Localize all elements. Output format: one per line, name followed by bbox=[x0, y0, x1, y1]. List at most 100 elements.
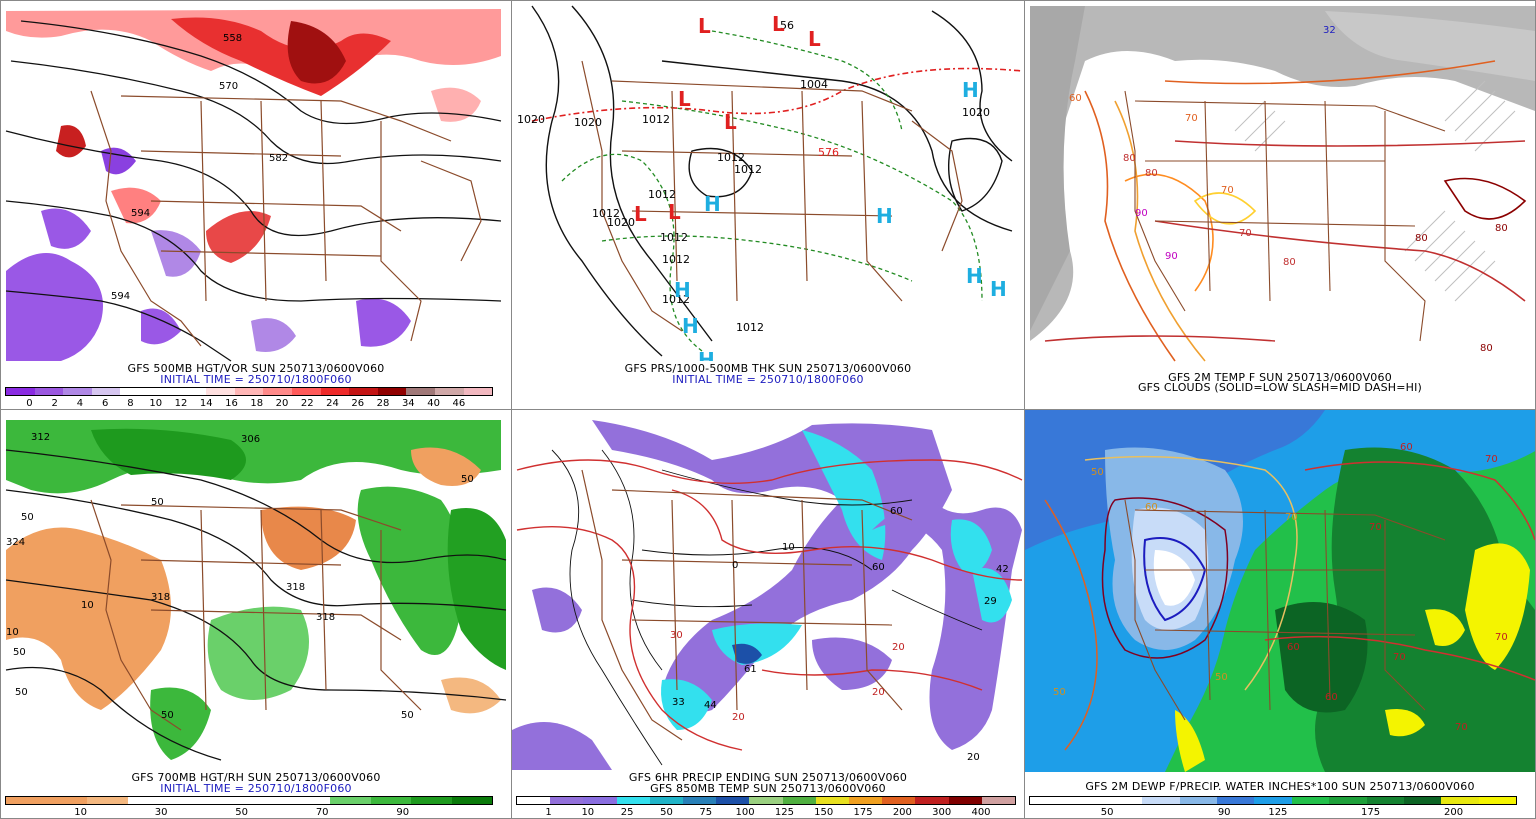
colorbar-swatch bbox=[1216, 797, 1255, 804]
colorbar-tick-label: 50 bbox=[1100, 807, 1114, 818]
colorbar-swatch bbox=[6, 797, 47, 804]
panel-500mb-hgt-vor: 558 570 582 594 594 GFS 500MB HGT/VOR SU… bbox=[0, 0, 512, 410]
colorbar-tick-label: 16 bbox=[225, 398, 238, 409]
colorbar-swatch bbox=[451, 797, 492, 804]
colorbar-tick-label: 200 bbox=[1444, 807, 1464, 818]
panel-caption: GFS 2M TEMP F SUN 250713/0600V060 bbox=[1168, 371, 1392, 384]
map-label: 60 bbox=[1400, 442, 1413, 453]
colorbar-swatch bbox=[517, 797, 551, 804]
low-center: L bbox=[668, 200, 681, 224]
colorbar-swatch bbox=[148, 388, 178, 395]
map-label: 582 bbox=[269, 153, 288, 164]
colorbar-swatch bbox=[87, 797, 128, 804]
map-label: 44 bbox=[704, 700, 717, 711]
colorbar-swatch bbox=[849, 797, 883, 804]
map-label: 1012 bbox=[717, 151, 745, 164]
map-label: 70 bbox=[1239, 228, 1252, 239]
map-label: 312 bbox=[31, 432, 50, 443]
map-label: 90 bbox=[1165, 251, 1178, 262]
colorbar-tick-label: 40 bbox=[427, 398, 440, 409]
colorbar-swatch bbox=[406, 388, 435, 395]
colorbar-tick-label: 175 bbox=[853, 807, 873, 818]
map-label: 60 bbox=[890, 506, 903, 517]
map-label: 60 bbox=[1069, 93, 1082, 104]
colorbar-tick-label: 4 bbox=[76, 398, 84, 409]
high-center: H bbox=[682, 314, 699, 338]
map-label: 570 bbox=[219, 81, 238, 92]
colorbar-swatch bbox=[208, 797, 249, 804]
colorbar-swatch bbox=[749, 797, 783, 804]
panel-2m-dewp-pw: 50 60 70 50 50 60 70 70 60 60 70 70 70 G… bbox=[1024, 409, 1536, 819]
colorbar-swatch bbox=[1067, 797, 1105, 804]
colorbar-swatch bbox=[1030, 797, 1068, 804]
colorbar-tick-label: 90 bbox=[1217, 807, 1231, 818]
colorbar-swatch bbox=[249, 797, 290, 804]
colorbar-tick-label: 50 bbox=[660, 807, 673, 818]
colorbar-swatch bbox=[882, 797, 916, 804]
panel-caption-clouds: GFS CLOUDS (SOLID=LOW SLASH=MID DASH=HI) bbox=[1137, 381, 1423, 394]
panel-caption-850-temp: GFS 850MB TEMP SUN 250713/0600V060 bbox=[650, 782, 886, 795]
panel-caption: GFS 500MB HGT/VOR SUN 250713/0600V060 bbox=[127, 362, 385, 375]
map-label: 32 bbox=[1323, 25, 1336, 36]
map-label: 318 bbox=[316, 612, 335, 623]
precip-colorbar-ticks: 1 10 25 50 75 100 125 150 175 200 300 400 bbox=[516, 807, 1016, 818]
colorbar-tick-label: 0 bbox=[26, 398, 33, 409]
colorbar-tick-label: 10 bbox=[74, 807, 87, 818]
colorbar-swatch bbox=[127, 797, 168, 804]
colorbar-swatch bbox=[168, 797, 209, 804]
colorbar-tick-label: 25 bbox=[620, 807, 634, 818]
colorbar-swatch bbox=[683, 797, 717, 804]
colorbar-tick-label: 26 bbox=[351, 398, 365, 409]
map-label: 60 bbox=[1287, 642, 1300, 653]
colorbar-swatch bbox=[234, 388, 264, 395]
low-center: L bbox=[698, 14, 711, 38]
map-label: 80 bbox=[1415, 233, 1428, 244]
map-label: 33 bbox=[672, 697, 685, 708]
pw-colorbar bbox=[1029, 796, 1517, 805]
colorbar-swatch bbox=[550, 797, 584, 804]
panel-caption: GFS 2M DEWP F/PRECIP. WATER INCHES*100 S… bbox=[1085, 780, 1475, 793]
colorbar-swatch bbox=[411, 797, 452, 804]
panel-initial-time: INITIAL TIME = 250710/1800F060 bbox=[160, 373, 352, 386]
pressure-map: 1004 1020 1020 1012 1012 1012 1012 1012 … bbox=[517, 5, 1023, 361]
low-center: L bbox=[772, 12, 785, 36]
colorbar-swatch bbox=[981, 797, 1016, 804]
map-label: 10 bbox=[81, 600, 94, 611]
colorbar-swatch bbox=[1329, 797, 1367, 804]
colorbar-tick-label: 6 bbox=[101, 398, 109, 409]
map-label: 576 bbox=[818, 146, 839, 159]
low-center: L bbox=[724, 110, 737, 134]
colorbar-swatch bbox=[320, 388, 350, 395]
vorticity-colorbar-ticks: 0 2 4 6 8 10 12 14 16 18 20 22 24 26 28 34 40 46 bbox=[5, 398, 493, 409]
colorbar-swatch bbox=[815, 797, 850, 804]
colorbar-tick-label: 34 bbox=[401, 398, 415, 409]
colorbar-swatch bbox=[34, 388, 64, 395]
colorbar-swatch bbox=[616, 797, 650, 804]
high-center: H bbox=[966, 264, 983, 288]
map-label: 50 bbox=[1053, 687, 1066, 698]
map-label: 50 bbox=[1091, 467, 1104, 478]
map-label: 60 bbox=[872, 562, 885, 573]
map-label: 20 bbox=[732, 712, 745, 723]
map-label: 29 bbox=[984, 596, 997, 607]
pw-colorbar-ticks: 50 90 125 175 200 bbox=[1029, 807, 1517, 818]
high-center: H bbox=[674, 278, 691, 302]
map-label: 30 bbox=[670, 630, 683, 641]
map-label: 10 bbox=[782, 542, 795, 553]
map-label: 50 bbox=[21, 512, 34, 523]
map-label: 1012 bbox=[662, 253, 690, 266]
colorbar-swatch bbox=[63, 388, 92, 395]
map-label: 56 bbox=[780, 19, 794, 32]
colorbar-tick-label: 125 bbox=[774, 807, 794, 818]
colorbar-swatch bbox=[434, 388, 464, 395]
map-label: 1012 bbox=[648, 188, 676, 201]
map-label: 324 bbox=[6, 537, 25, 548]
map-label: 80 bbox=[1123, 153, 1136, 164]
dewpoint-map: 50 60 70 50 50 60 70 70 60 60 70 70 70 bbox=[1025, 410, 1535, 772]
high-center: H bbox=[704, 192, 721, 216]
map-label: 318 bbox=[151, 592, 170, 603]
colorbar-swatch bbox=[330, 797, 371, 804]
map-label: 60 bbox=[1145, 502, 1158, 513]
map-label: 70 bbox=[1455, 722, 1468, 733]
map-label: 1012 bbox=[642, 113, 670, 126]
